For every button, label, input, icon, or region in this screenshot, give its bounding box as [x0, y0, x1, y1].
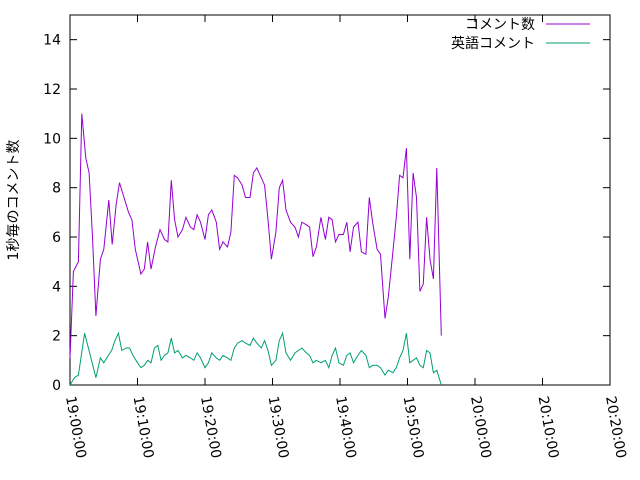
y-tick-label: 6 [52, 230, 61, 246]
y-tick-label: 2 [52, 329, 61, 345]
x-tick-label: 20:10:00 [535, 395, 562, 460]
series-line-2 [69, 331, 442, 386]
legend-label: 英語コメント [451, 35, 535, 52]
y-tick-label: 14 [43, 33, 61, 49]
x-tick-label: 19:10:00 [130, 395, 157, 460]
y-axis: 0 2 4 6 8 10 12 14 [43, 33, 610, 394]
x-tick-label: 20:20:00 [602, 395, 629, 460]
y-tick-label: 4 [52, 279, 61, 295]
y-tick-label: 12 [43, 82, 61, 98]
y-tick-label: 8 [52, 181, 61, 197]
plot-border [69, 14, 611, 386]
x-tick-label: 19:50:00 [400, 395, 427, 460]
x-tick-label: 19:00:00 [62, 395, 89, 460]
x-tick-label: 19:20:00 [197, 395, 224, 460]
series-lines [69, 113, 442, 386]
series-line-1 [69, 113, 442, 358]
y-tick-label: 0 [52, 378, 61, 394]
x-tick-label: 19:30:00 [265, 395, 292, 460]
y-tick-label: 10 [43, 131, 61, 147]
x-tick-label: 20:00:00 [467, 395, 494, 460]
x-axis: 19:00:00 19:10:00 19:20:00 19:30:00 19:40:00… [62, 15, 629, 460]
y-axis-title: 1秒毎のコメント数 [6, 140, 22, 261]
legend-label: コメント数 [465, 17, 535, 33]
plot-frame [69, 14, 611, 386]
x-tick-label: 19:40:00 [332, 395, 359, 460]
